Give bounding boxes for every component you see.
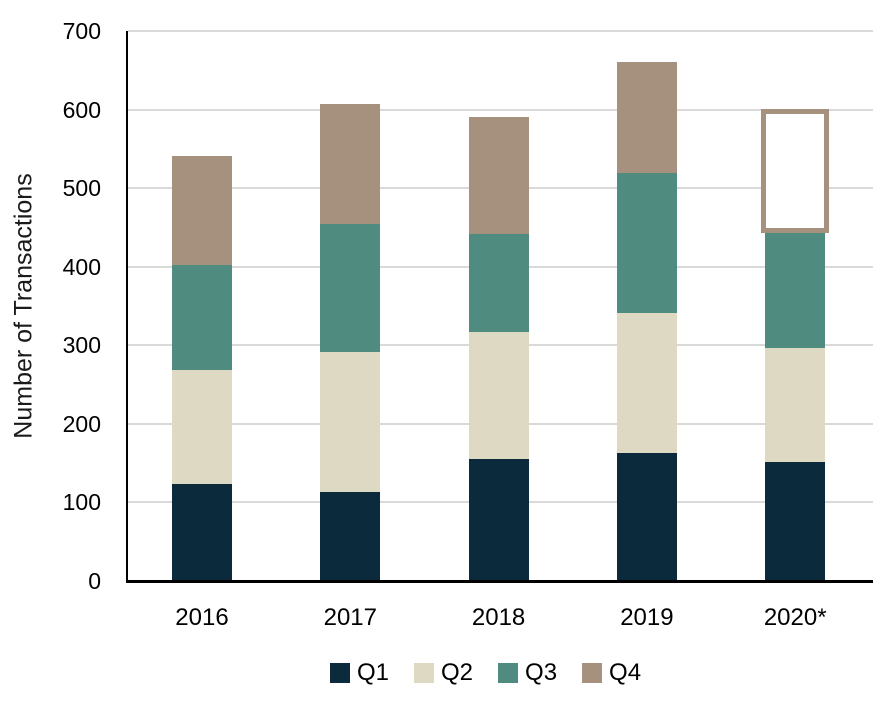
bar-segment-2016-q1 (172, 484, 232, 581)
y-tick-label-0: 0 (88, 568, 101, 594)
legend-swatch-q2 (414, 663, 435, 683)
y-tick-label-700: 700 (62, 18, 101, 44)
bar-segment-2020-q4 (761, 108, 830, 233)
bar-segment-2017-q1 (320, 492, 381, 581)
y-tick-label-100: 100 (62, 489, 101, 516)
bar-segment-2018-q1 (468, 459, 529, 581)
plot-area (128, 31, 873, 581)
bar-segment-2020-q2 (765, 348, 826, 463)
y-tick-label-400: 400 (62, 253, 101, 280)
bar-segment-2018-q4 (468, 117, 529, 234)
legend-label-q3: Q3 (525, 659, 558, 686)
y-axis-line (126, 31, 128, 583)
bar-segment-2016-q2 (172, 369, 232, 485)
bar-segment-2017-q2 (320, 352, 381, 493)
y-axis-title: Number of Transactions (9, 173, 38, 439)
bar-segment-2017-q3 (320, 223, 381, 353)
x-axis-line (126, 580, 873, 583)
x-tick-label-2017: 2017 (323, 604, 377, 631)
bar-segment-2017-q4 (320, 104, 381, 224)
legend-item-q2: Q2 (414, 661, 473, 685)
legend-item-q3: Q3 (498, 661, 557, 685)
legend-item-q1: Q1 (330, 661, 389, 685)
bar-segment-2016-q4 (172, 155, 232, 266)
y-tick-label-500: 500 (62, 175, 101, 202)
bar-segment-2020-q3 (765, 229, 826, 349)
bar-segment-2020-q1 (765, 462, 826, 581)
x-tick-label-2019: 2019 (620, 604, 674, 631)
legend-label-q1: Q1 (357, 659, 390, 686)
legend-swatch-q4 (582, 663, 603, 683)
bar-segment-2019-q2 (616, 313, 677, 453)
legend-item-q4: Q4 (582, 661, 641, 685)
bar-segment-2019-q4 (616, 61, 677, 174)
bar-segment-2018-q3 (468, 233, 529, 332)
bar-segment-2019-q3 (616, 173, 677, 314)
bar-segment-2019-q1 (616, 452, 677, 581)
legend-label-q4: Q4 (609, 659, 642, 686)
bar-segment-2016-q3 (172, 265, 232, 370)
bar-segment-2018-q2 (468, 331, 529, 460)
gridline-700 (128, 30, 873, 32)
legend: Q1 Q2 Q3 Q4 (330, 661, 641, 685)
legend-label-q2: Q2 (441, 659, 474, 686)
legend-swatch-q1 (330, 663, 350, 683)
x-tick-label-2016: 2016 (175, 604, 229, 631)
y-tick-label-600: 600 (62, 96, 101, 123)
y-tick-label-200: 200 (62, 410, 101, 437)
y-tick-label-300: 300 (62, 332, 101, 359)
x-tick-label-2020: 2020* (763, 604, 827, 631)
legend-swatch-q3 (498, 663, 519, 683)
gridline-600 (128, 108, 873, 111)
x-tick-label-2018: 2018 (471, 604, 526, 631)
